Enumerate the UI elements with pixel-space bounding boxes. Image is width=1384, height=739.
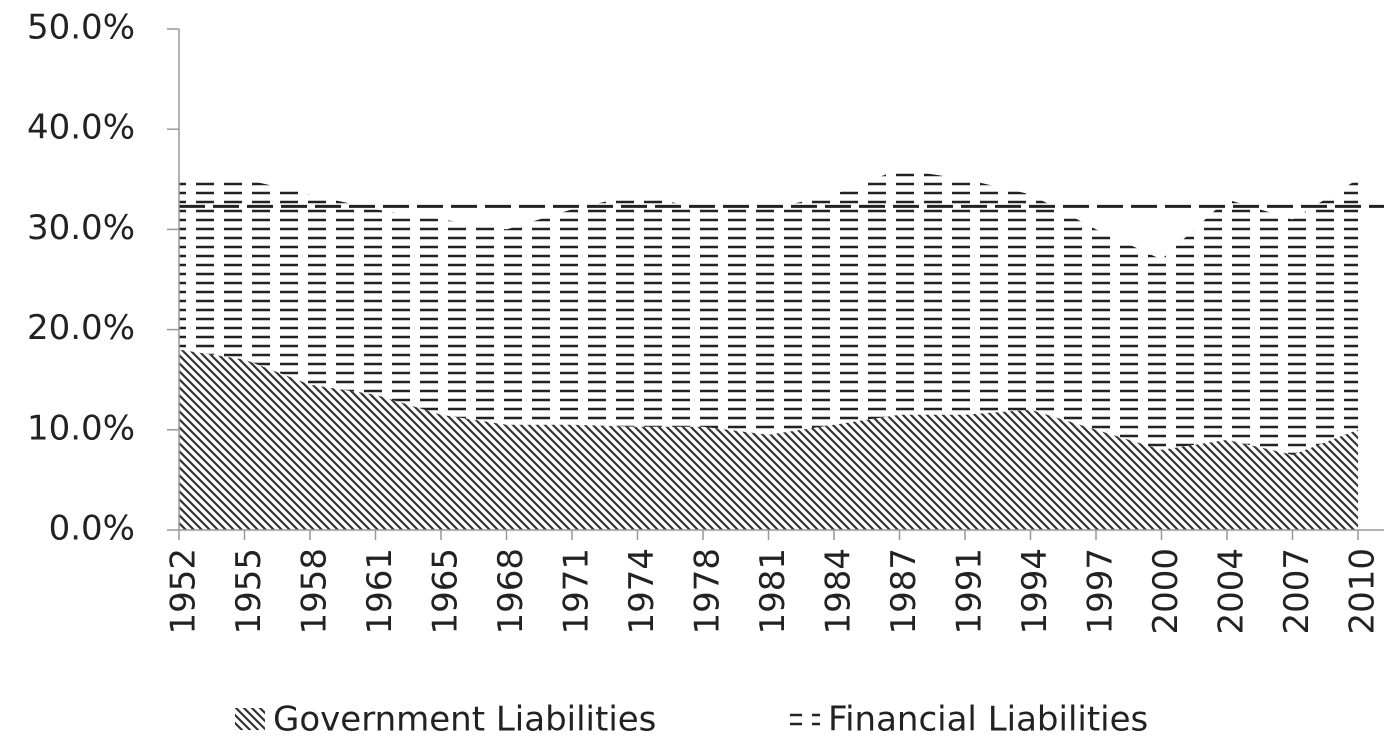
legend-label: Financial Liabilities (828, 700, 1148, 739)
x-tick-label: 1987 (884, 548, 924, 635)
x-tick-label: 1958 (295, 548, 335, 635)
legend-label: Government Liabilities (273, 700, 656, 739)
x-tick-label: 1984 (819, 548, 859, 635)
y-tick-label: 10.0% (27, 408, 135, 448)
x-tick-label: 1994 (1015, 548, 1055, 635)
y-tick-label: 30.0% (27, 208, 135, 248)
x-tick-label: 2004 (1212, 548, 1252, 635)
x-tick-label: 1978 (688, 548, 728, 635)
x-tick-label: 1974 (622, 548, 662, 635)
x-tick-label: 1955 (229, 548, 269, 635)
x-tick-label: 1991 (950, 548, 990, 635)
y-tick-label: 40.0% (27, 108, 135, 148)
x-tick-label: 1997 (1081, 548, 1121, 635)
legend-swatch (235, 708, 265, 730)
area (179, 169, 1358, 455)
x-tick-label: 1952 (164, 548, 204, 635)
legend-item: Financial Liabilities (790, 700, 1148, 739)
x-tick-label: 2007 (1277, 548, 1317, 635)
legend-item: Government Liabilities (235, 700, 656, 739)
x-tick-label: 1968 (491, 548, 531, 635)
x-tick-label: 1971 (557, 548, 597, 635)
y-tick-label: 0.0% (49, 509, 135, 549)
x-tick-label: 1981 (753, 548, 793, 635)
x-tick-label: 2010 (1343, 548, 1383, 635)
x-tick-label: 2000 (1146, 548, 1186, 635)
area (179, 349, 1358, 530)
y-tick-label: 50.0% (27, 8, 135, 48)
x-tick-label: 1965 (426, 548, 466, 635)
y-tick-label: 20.0% (27, 308, 135, 348)
legend-swatch (790, 708, 820, 730)
x-tick-label: 1961 (360, 548, 400, 635)
